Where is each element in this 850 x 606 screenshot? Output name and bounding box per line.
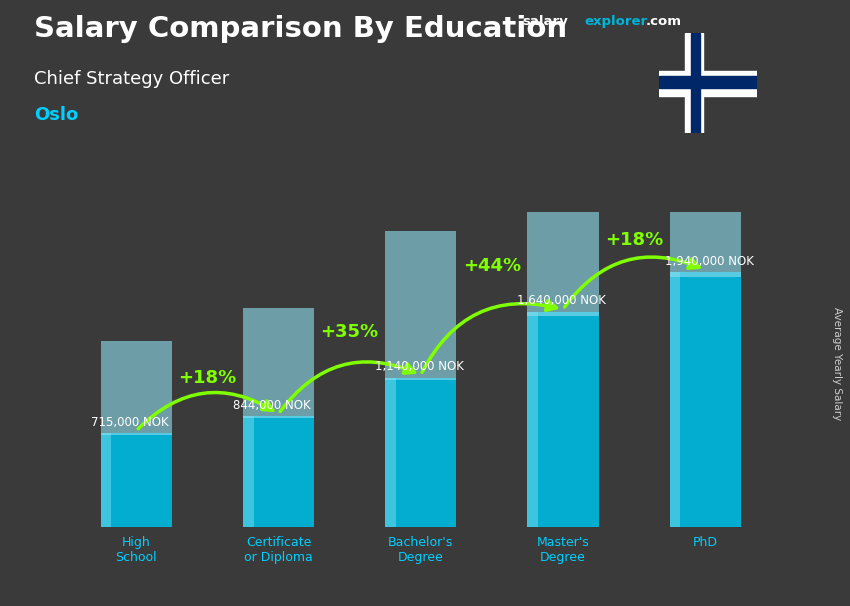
Bar: [101, 433, 111, 527]
Text: +35%: +35%: [320, 323, 379, 341]
Text: Oslo: Oslo: [34, 106, 78, 124]
Text: +18%: +18%: [605, 231, 663, 249]
Bar: [659, 76, 756, 88]
Text: 715,000 NOK: 715,000 NOK: [91, 416, 168, 429]
Text: .com: .com: [646, 15, 682, 28]
Bar: [670, 273, 680, 527]
Text: explorer: explorer: [585, 15, 648, 28]
Bar: [385, 378, 396, 527]
Bar: [527, 312, 598, 527]
Bar: [527, 101, 598, 316]
Bar: [691, 33, 700, 133]
Bar: [670, 273, 740, 527]
Bar: [527, 312, 538, 527]
Bar: [243, 308, 314, 418]
Text: 1,640,000 NOK: 1,640,000 NOK: [518, 295, 606, 307]
Text: salary: salary: [523, 15, 569, 28]
Text: 1,940,000 NOK: 1,940,000 NOK: [666, 255, 754, 268]
Bar: [385, 378, 456, 527]
Bar: [101, 341, 172, 435]
Text: +44%: +44%: [462, 257, 521, 275]
Text: Average Yearly Salary: Average Yearly Salary: [832, 307, 842, 420]
Bar: [243, 416, 314, 527]
Text: 844,000 NOK: 844,000 NOK: [233, 399, 310, 412]
Bar: [243, 416, 253, 527]
Bar: [101, 433, 172, 527]
Text: 1,140,000 NOK: 1,140,000 NOK: [375, 360, 464, 373]
Bar: [685, 33, 703, 133]
Text: Chief Strategy Officer: Chief Strategy Officer: [34, 70, 230, 88]
Bar: [385, 230, 456, 380]
Bar: [670, 22, 740, 277]
Text: Salary Comparison By Education: Salary Comparison By Education: [34, 15, 567, 43]
Text: +18%: +18%: [178, 368, 236, 387]
Bar: [659, 71, 756, 96]
